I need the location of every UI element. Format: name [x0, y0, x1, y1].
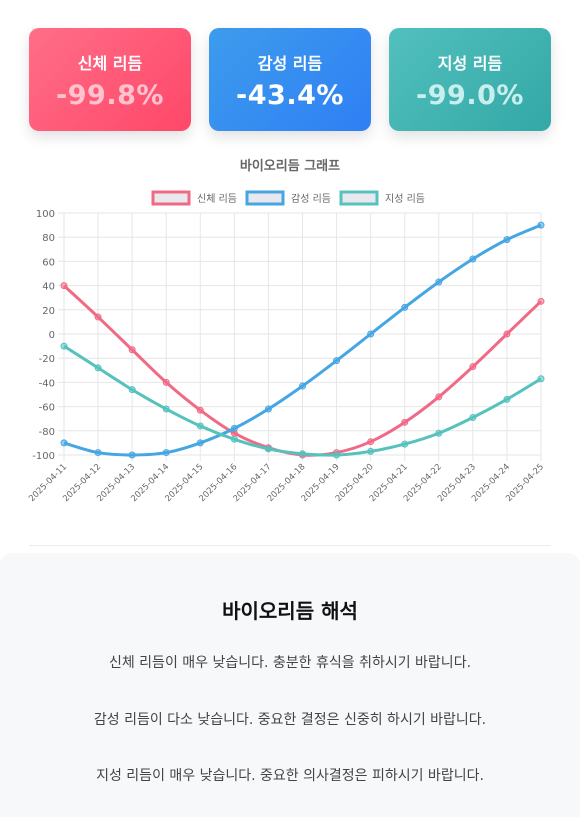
- data-point[interactable]: [469, 255, 477, 263]
- data-point[interactable]: [264, 405, 272, 413]
- chart-series: [60, 221, 545, 459]
- data-point[interactable]: [128, 386, 136, 394]
- y-tick-label: -40: [39, 378, 55, 389]
- legend-swatch: [245, 190, 285, 206]
- data-point[interactable]: [537, 221, 545, 229]
- physical-rhythm-value: -99.8%: [56, 80, 164, 111]
- data-point[interactable]: [162, 449, 170, 457]
- data-point[interactable]: [333, 451, 341, 459]
- data-point[interactable]: [196, 406, 204, 414]
- data-point[interactable]: [469, 363, 477, 371]
- physical-interpretation: 신체 리듬이 매우 낮습니다. 충분한 휴식을 취하시기 바랍니다.: [108, 655, 472, 671]
- data-point[interactable]: [537, 375, 545, 383]
- data-point[interactable]: [128, 346, 136, 354]
- data-point[interactable]: [230, 424, 238, 432]
- interpretation-title: 바이오리듬 해석: [222, 599, 358, 623]
- data-point[interactable]: [60, 439, 68, 447]
- emotional-interpretation: 감성 리듬이 다소 낮습니다. 중요한 결정은 신중히 하시기 바랍니다.: [93, 712, 487, 728]
- data-point[interactable]: [162, 378, 170, 386]
- y-tick-label: -80: [39, 427, 55, 438]
- data-point[interactable]: [435, 429, 443, 437]
- data-point[interactable]: [162, 405, 170, 413]
- data-point[interactable]: [94, 449, 102, 457]
- rhythm-summary-cards: 신체 리듬 -99.8% 감성 리듬 -43.4% 지성 리듬 -99.0%: [29, 28, 551, 131]
- data-point[interactable]: [333, 357, 341, 365]
- legend-swatch: [151, 190, 191, 206]
- legend-swatch: [339, 190, 379, 206]
- y-tick-label: 20: [42, 306, 55, 317]
- data-point[interactable]: [401, 418, 409, 426]
- y-tick-label: -20: [39, 354, 55, 365]
- y-axis-ticks: 100 80 60 40 20 0 -20 -40 -60 -80 -100: [32, 209, 55, 462]
- data-point[interactable]: [503, 236, 511, 244]
- data-point[interactable]: [128, 451, 136, 459]
- data-point[interactable]: [401, 440, 409, 448]
- legend-item[interactable]: 지성 리듬: [339, 190, 425, 206]
- data-point[interactable]: [196, 439, 204, 447]
- chart-legend: 신체 리듬 감성 리듬 지성 리듬: [151, 190, 425, 206]
- section-divider: [29, 545, 551, 546]
- legend-label: 신체 리듬: [197, 193, 237, 205]
- data-point[interactable]: [537, 297, 545, 305]
- physical-rhythm-card: 신체 리듬 -99.8%: [29, 28, 191, 131]
- data-point[interactable]: [196, 422, 204, 430]
- data-point[interactable]: [94, 364, 102, 372]
- y-tick-label: 0: [49, 330, 55, 341]
- data-point[interactable]: [60, 342, 68, 350]
- emotional-rhythm-card: 감성 리듬 -43.4%: [209, 28, 371, 131]
- biorhythm-chart: 바이오리듬 그래프 신체 리듬 감성 리듬 지성 리듬 100 80 60 40 20 0 -2…: [27, 158, 546, 504]
- data-point[interactable]: [401, 303, 409, 311]
- data-point[interactable]: [299, 450, 306, 458]
- x-axis-ticks: 2025-04-112025-04-122025-04-132025-04-14…: [27, 462, 546, 504]
- data-point[interactable]: [367, 330, 375, 338]
- y-tick-label: -100: [32, 451, 55, 462]
- data-point[interactable]: [230, 435, 238, 443]
- data-point[interactable]: [60, 282, 68, 290]
- data-point[interactable]: [435, 393, 443, 401]
- legend-label: 지성 리듬: [385, 193, 425, 205]
- intellectual-interpretation: 지성 리듬이 매우 낮습니다. 중요한 의사결정은 피하시기 바랍니다.: [96, 768, 484, 784]
- chart-title: 바이오리듬 그래프: [240, 158, 340, 174]
- y-tick-label: 80: [42, 233, 55, 244]
- data-point[interactable]: [503, 395, 511, 403]
- y-tick-label: 40: [42, 282, 55, 293]
- physical-rhythm-label: 신체 리듬: [77, 54, 143, 73]
- legend-label: 감성 리듬: [291, 193, 331, 205]
- data-point[interactable]: [367, 438, 375, 446]
- data-point[interactable]: [435, 278, 443, 286]
- data-point[interactable]: [367, 447, 375, 455]
- intellectual-rhythm-value: -99.0%: [416, 80, 524, 111]
- data-point[interactable]: [94, 313, 102, 321]
- emotional-rhythm-label: 감성 리듬: [257, 54, 323, 73]
- y-tick-label: 60: [42, 257, 55, 268]
- y-tick-label: 100: [36, 209, 55, 220]
- intellectual-rhythm-card: 지성 리듬 -99.0%: [389, 28, 551, 131]
- data-point[interactable]: [264, 445, 272, 453]
- data-point[interactable]: [503, 330, 511, 338]
- legend-item[interactable]: 신체 리듬: [151, 190, 237, 206]
- interpretation-panel: 바이오리듬 해석 신체 리듬이 매우 낮습니다. 충분한 휴식을 취하시기 바랍…: [0, 553, 580, 817]
- data-point[interactable]: [299, 382, 306, 390]
- chart-grid: [58, 212, 542, 461]
- y-tick-label: -60: [39, 403, 55, 414]
- emotional-rhythm-value: -43.4%: [236, 80, 344, 111]
- intellectual-rhythm-label: 지성 리듬: [437, 54, 503, 73]
- legend-item[interactable]: 감성 리듬: [245, 190, 331, 206]
- data-point[interactable]: [469, 413, 477, 421]
